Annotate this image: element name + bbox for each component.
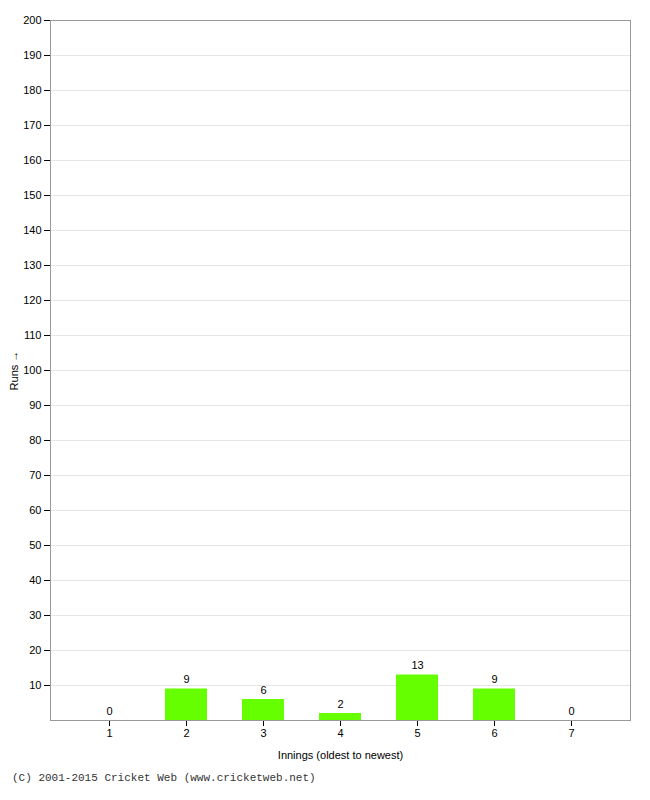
svg-text:7: 7 <box>568 727 574 739</box>
svg-text:160: 160 <box>23 154 41 166</box>
svg-text:3: 3 <box>260 727 266 739</box>
svg-text:190: 190 <box>23 49 41 61</box>
svg-text:0: 0 <box>106 705 112 717</box>
svg-text:180: 180 <box>23 84 41 96</box>
svg-text:40: 40 <box>29 574 41 586</box>
svg-text:Runs →: Runs → <box>8 351 20 391</box>
svg-text:80: 80 <box>29 434 41 446</box>
svg-text:2: 2 <box>337 698 343 710</box>
svg-text:0: 0 <box>568 705 574 717</box>
svg-text:20: 20 <box>29 644 41 656</box>
svg-text:120: 120 <box>23 294 41 306</box>
svg-text:90: 90 <box>29 399 41 411</box>
svg-text:150: 150 <box>23 189 41 201</box>
svg-text:100: 100 <box>23 364 41 376</box>
svg-text:30: 30 <box>29 609 41 621</box>
svg-text:13: 13 <box>411 659 423 671</box>
svg-text:60: 60 <box>29 504 41 516</box>
svg-text:110: 110 <box>24 329 42 341</box>
svg-text:4: 4 <box>337 727 343 739</box>
svg-text:Innings (oldest to newest): Innings (oldest to newest) <box>278 749 403 761</box>
html-text:(C) 2001-2015 Cricket Web (www: (C) 2001-2015 Cricket Web (www.cricketwe… <box>12 772 316 784</box>
svg-text:6: 6 <box>260 684 266 696</box>
svg-text:1: 1 <box>106 727 112 739</box>
svg-text:130: 130 <box>23 259 41 271</box>
svg-text:10: 10 <box>29 679 41 691</box>
svg-text:170: 170 <box>23 119 41 131</box>
svg-text:200: 200 <box>23 14 41 26</box>
svg-text:2: 2 <box>183 727 189 739</box>
svg-text:6: 6 <box>491 727 497 739</box>
svg-text:50: 50 <box>29 539 41 551</box>
svg-text:5: 5 <box>414 727 420 739</box>
svg-text:9: 9 <box>491 673 497 685</box>
svg-text:140: 140 <box>23 224 41 236</box>
svg-text:9: 9 <box>183 673 189 685</box>
svg-text:70: 70 <box>29 469 41 481</box>
